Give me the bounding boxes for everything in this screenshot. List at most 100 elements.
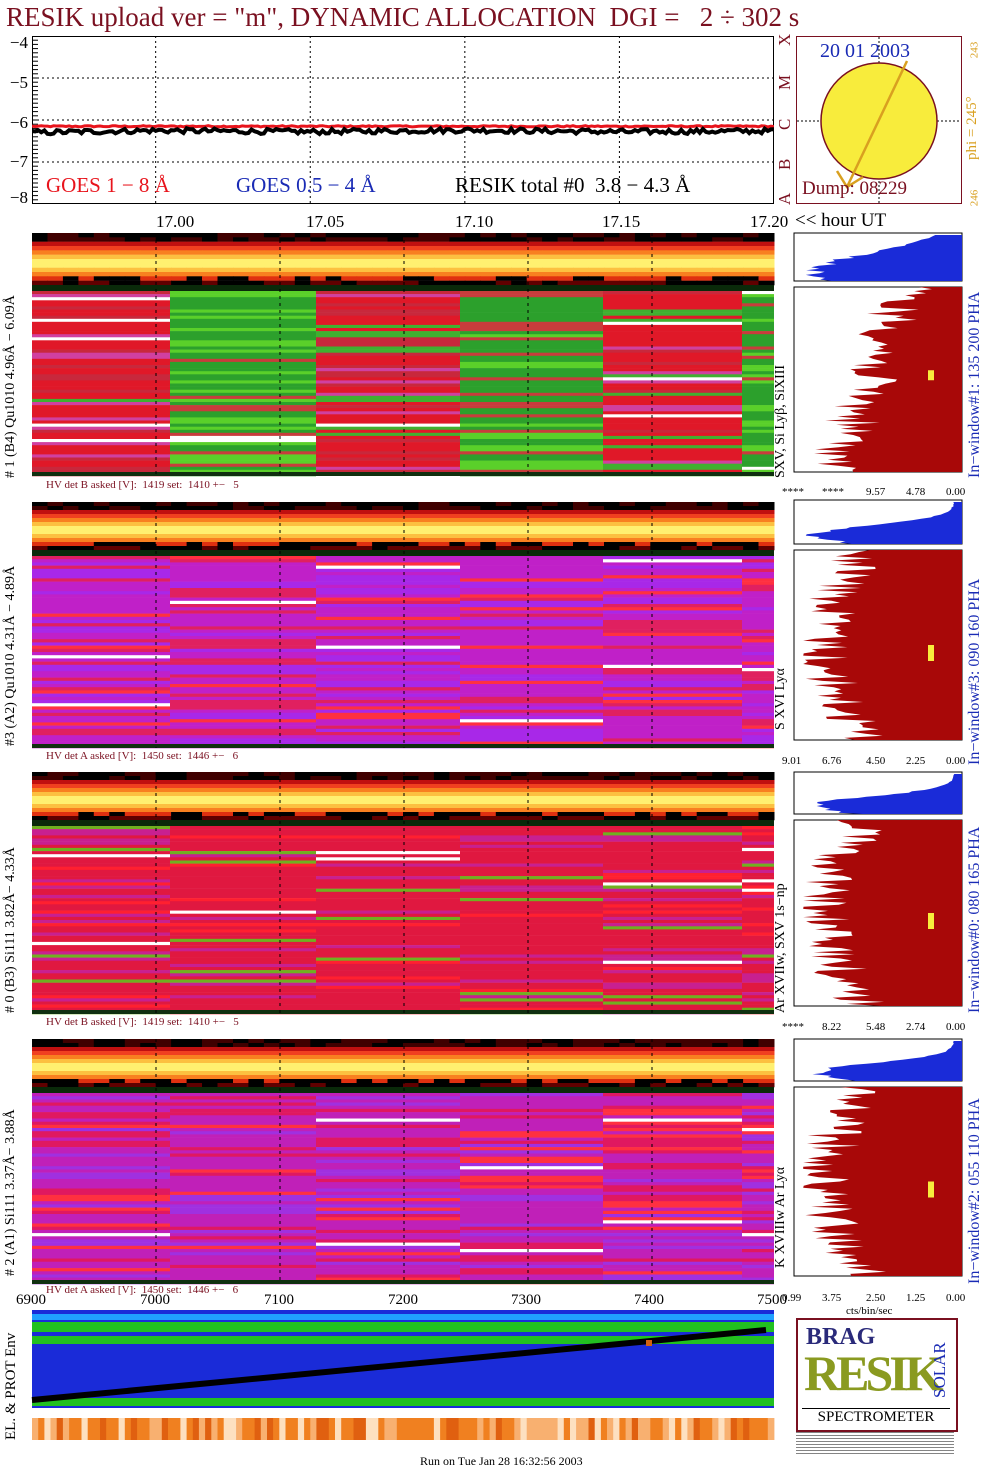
channel-2-row-cell (170, 998, 316, 1002)
channel-0-row-cell (603, 392, 742, 397)
channel-1-band-cell (32, 538, 48, 543)
channel-1-band-cell (681, 538, 698, 543)
channel-2-band-cell (47, 776, 64, 781)
channel-1-band-cell (557, 542, 574, 547)
channel-1-band-cell (124, 506, 141, 511)
channel-2-row-cell (603, 857, 742, 861)
channel-3-row-cell (170, 1194, 316, 1199)
channel-2-band-cell (588, 800, 605, 805)
channel-0-row-cell (170, 377, 316, 381)
channel-2-band-cell (526, 796, 543, 801)
channel-3-band-cell (155, 1039, 172, 1044)
channel-3-band-cell (62, 1043, 79, 1048)
channel-2-separator (32, 820, 774, 826)
channel-2-row-cell (603, 863, 742, 867)
channel-2-band-cell (433, 772, 450, 777)
channel-0-row-cell (742, 331, 774, 335)
channel-0-band-cell (743, 276, 760, 281)
channel-1-row-cell (603, 636, 742, 640)
channel-3-band-cell (650, 1059, 667, 1064)
channel-0-band-cell (464, 250, 481, 255)
channel-1-row-cell (170, 639, 316, 643)
channel-1-row-cell (742, 716, 774, 720)
channel-3-band-cell (93, 1047, 110, 1052)
channel-1-row-cell (460, 722, 603, 726)
channel-0-band-cell (140, 254, 157, 260)
channel-1-row-cell (32, 719, 170, 723)
channel-1-row-cell (603, 632, 742, 637)
channel-0-band-cell (696, 254, 713, 260)
channel-3-row-cell (32, 1242, 170, 1247)
channel-0-band-cell (511, 263, 528, 268)
channel-0-row-cell (742, 380, 774, 384)
channel-3-band-cell (573, 1067, 589, 1072)
channel-0-band-cell (62, 246, 79, 251)
channel-3-band-cell (712, 1071, 729, 1076)
channel-0-band-cell (495, 233, 512, 238)
channel-3-band-cell (294, 1047, 311, 1052)
channel-0-band-cell (542, 280, 559, 286)
channel-0-band-cell (310, 237, 327, 242)
channel-0-band-cell (665, 272, 682, 277)
channel-3-row-cell (316, 1223, 460, 1227)
channel-1-band-cell (495, 534, 512, 539)
channel-3-row-cell (742, 1163, 774, 1167)
channel-1-band-cell (619, 526, 636, 531)
channel-1-band-cell (341, 522, 358, 527)
channel-3-band-cell (140, 1063, 157, 1068)
channel-1-row-cell (316, 620, 460, 624)
channel-3-row-cell (603, 1207, 742, 1212)
channel-1-band-cell (109, 530, 126, 535)
channel-0-row-cell (742, 358, 774, 363)
channel-0-band-cell (310, 276, 327, 281)
channel-3-row-cell (603, 1143, 742, 1148)
channel-3-row-cell (316, 1159, 460, 1164)
channel-0-band-cell (557, 267, 574, 273)
env-strip-cell (242, 1418, 249, 1440)
channel-0-band-cell (758, 241, 775, 247)
channel-1-row-cell (32, 706, 170, 710)
channel-0-row-cell (316, 392, 460, 397)
sec-label-7200: 7200 (388, 1292, 418, 1308)
channel-0-band-cell (403, 272, 419, 277)
channel-0-row-cell (32, 294, 170, 298)
channel-2-band-cell (233, 772, 249, 777)
channel-0-row-cell (316, 454, 460, 458)
channel-0-row-cell (742, 346, 774, 350)
channel-0-band-cell (93, 233, 110, 238)
channel-3-band-cell (32, 1079, 48, 1084)
channel-2-row-cell (460, 885, 603, 889)
channel-3-row-cell (316, 1229, 460, 1234)
env-strip-cell (205, 1418, 212, 1440)
channel-3-band-cell (634, 1055, 651, 1060)
env-strip-cell (248, 1418, 255, 1440)
env-strip-cell (56, 1418, 64, 1440)
channel-0-band-cell (356, 241, 373, 247)
channel-2-band-cell (464, 784, 481, 789)
channel-0-row-cell (32, 331, 170, 335)
channel-0-band-cell (263, 233, 280, 238)
channel-0-band-cell (511, 267, 528, 273)
channel-3-row-cell (460, 1172, 603, 1177)
channel-2-row-cell (603, 832, 742, 836)
channel-3-band-cell (403, 1075, 419, 1080)
channel-3-band-cell (464, 1039, 481, 1044)
channel-1-row-cell (170, 565, 316, 570)
channel-3-band-cell (32, 1083, 48, 1088)
channel-0-row-cell (742, 374, 774, 378)
channel-3-row-cell (32, 1274, 170, 1278)
channel-2-pha-top-frame (793, 771, 963, 815)
channel-1-band-cell (202, 522, 218, 527)
channel-1-row-cell (742, 559, 774, 563)
channel-3-row-cell (170, 1264, 316, 1269)
channel-3-band-cell (727, 1051, 744, 1056)
channel-2-band-cell (32, 788, 48, 793)
channel-3-band-cell (202, 1059, 218, 1064)
channel-0-band-cell (32, 233, 48, 238)
channel-3-band-cell (495, 1071, 512, 1076)
channel-0-band-cell (449, 280, 466, 286)
env-strip-cell (32, 1418, 39, 1440)
channel-3-band-cell (140, 1039, 157, 1044)
channel-3-band-cell (449, 1075, 466, 1080)
channel-0-band-cell (155, 241, 172, 247)
